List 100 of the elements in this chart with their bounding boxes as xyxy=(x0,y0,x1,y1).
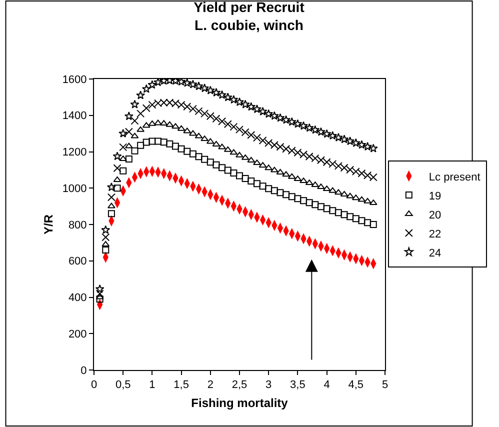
point xyxy=(293,119,302,128)
point xyxy=(119,156,128,162)
point xyxy=(346,192,354,198)
point xyxy=(184,148,191,155)
point xyxy=(294,176,302,182)
point xyxy=(102,233,110,242)
point xyxy=(107,193,116,202)
point xyxy=(223,92,232,102)
point xyxy=(188,130,197,136)
y-tick-label: 800 xyxy=(68,219,87,232)
point xyxy=(130,132,139,138)
point xyxy=(282,171,290,177)
point xyxy=(258,106,268,116)
point xyxy=(235,97,244,106)
x-tick-label: 0,5 xyxy=(115,379,131,392)
point xyxy=(154,138,162,145)
point xyxy=(276,113,285,122)
point xyxy=(148,138,156,145)
point xyxy=(242,174,249,182)
point xyxy=(346,213,354,220)
point xyxy=(102,241,110,247)
point xyxy=(189,150,196,158)
point xyxy=(310,125,320,134)
y-tick-label: 200 xyxy=(68,328,87,340)
point xyxy=(195,153,202,160)
x-tick-label: 0 xyxy=(90,379,98,392)
point xyxy=(160,138,168,146)
point xyxy=(288,173,296,179)
point xyxy=(241,154,250,160)
point xyxy=(270,111,279,120)
point xyxy=(125,156,132,163)
y-axis-title: Y/R xyxy=(42,214,56,235)
point xyxy=(282,191,290,198)
point xyxy=(300,197,308,204)
point xyxy=(288,193,296,200)
point xyxy=(212,88,221,97)
point xyxy=(194,132,203,138)
point xyxy=(114,184,121,192)
point xyxy=(369,200,378,206)
point xyxy=(118,128,128,138)
point xyxy=(236,172,243,180)
point xyxy=(317,184,325,190)
point xyxy=(304,123,314,132)
x-tick-label: 2,5 xyxy=(232,379,248,392)
point xyxy=(176,79,186,86)
point xyxy=(130,100,140,108)
point xyxy=(229,95,238,104)
point xyxy=(357,140,366,149)
point xyxy=(136,90,146,100)
x-tick-label: 4,5 xyxy=(348,379,364,392)
point xyxy=(340,134,349,144)
point xyxy=(282,115,291,124)
point xyxy=(96,290,104,298)
point xyxy=(96,294,104,300)
y-tick-label: 600 xyxy=(68,256,87,268)
point xyxy=(364,198,372,204)
legend-label: Lc present xyxy=(428,171,480,184)
point xyxy=(299,121,308,130)
point xyxy=(316,127,326,136)
point xyxy=(322,129,332,138)
point xyxy=(102,246,110,254)
point xyxy=(368,144,378,152)
point xyxy=(276,189,284,196)
point xyxy=(201,156,208,163)
point xyxy=(212,140,220,146)
point xyxy=(113,164,122,172)
point xyxy=(188,80,198,88)
point xyxy=(287,117,296,126)
point xyxy=(294,195,302,202)
point xyxy=(137,142,144,149)
legend-label: 22 xyxy=(428,228,442,240)
point xyxy=(312,201,319,208)
chart-title: Yield per Recruit L. coubie, winch xyxy=(194,0,305,34)
point xyxy=(177,125,186,131)
point xyxy=(166,121,174,127)
point xyxy=(305,180,314,186)
point xyxy=(334,189,342,195)
x-tick-label: 3 xyxy=(266,379,272,392)
point xyxy=(340,211,348,218)
point xyxy=(329,207,336,214)
point xyxy=(276,168,284,174)
point xyxy=(364,219,372,226)
point xyxy=(340,190,348,196)
point xyxy=(363,142,372,151)
point xyxy=(323,205,330,212)
x-tick-label: 5 xyxy=(382,379,388,392)
x-axis-title: Fishing mortality xyxy=(191,396,288,410)
point xyxy=(265,185,272,192)
point xyxy=(124,128,133,136)
point xyxy=(172,142,179,150)
point xyxy=(311,182,320,188)
y-tick-label: 1400 xyxy=(62,110,87,122)
point xyxy=(124,142,133,148)
point xyxy=(346,136,355,146)
point xyxy=(142,138,150,146)
point xyxy=(253,160,261,166)
point xyxy=(258,162,267,168)
point xyxy=(130,116,139,125)
point xyxy=(182,79,192,87)
point xyxy=(124,112,134,120)
